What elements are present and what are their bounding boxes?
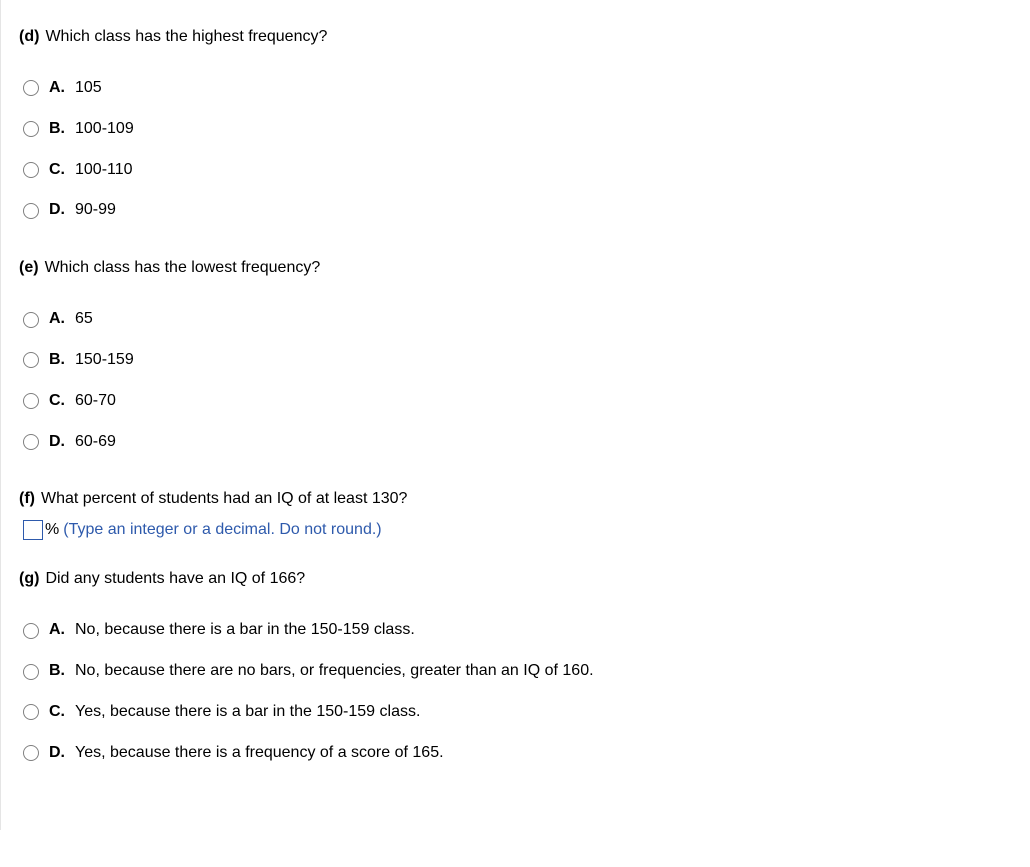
question-e-option-c[interactable]: C. 60-70 bbox=[19, 381, 1012, 422]
question-f-text: What percent of students had an IQ of at… bbox=[41, 490, 1012, 508]
option-text: 100-110 bbox=[75, 156, 1012, 185]
question-e-option-b[interactable]: B. 150-159 bbox=[19, 340, 1012, 381]
question-d-radio-d[interactable] bbox=[23, 203, 39, 219]
option-text: 60-70 bbox=[75, 387, 1012, 416]
option-letter: C. bbox=[49, 387, 67, 416]
question-d-text: Which class has the highest frequency? bbox=[45, 28, 1012, 46]
question-d-option-c[interactable]: C. 100-110 bbox=[19, 150, 1012, 191]
question-f-fillin: % (Type an integer or a decimal. Do not … bbox=[19, 518, 1012, 542]
question-f-instruction: (Type an integer or a decimal. Do not ro… bbox=[63, 521, 381, 539]
option-text: 65 bbox=[75, 305, 1012, 334]
question-f: (f) What percent of students had an IQ o… bbox=[19, 490, 1012, 542]
question-e-radio-a[interactable] bbox=[23, 312, 39, 328]
question-g-radio-c[interactable] bbox=[23, 704, 39, 720]
question-g-option-d[interactable]: D. Yes, because there is a frequency of … bbox=[19, 733, 1012, 774]
question-g-radio-a[interactable] bbox=[23, 623, 39, 639]
question-d-header: (d) Which class has the highest frequenc… bbox=[19, 28, 1012, 46]
option-text: Yes, because there is a frequency of a s… bbox=[75, 739, 1012, 768]
option-letter: B. bbox=[49, 657, 67, 686]
question-e-option-a[interactable]: A. 65 bbox=[19, 299, 1012, 340]
question-e-part: (e) bbox=[19, 259, 39, 277]
question-d-option-d[interactable]: D. 90-99 bbox=[19, 190, 1012, 231]
question-g-radio-d[interactable] bbox=[23, 745, 39, 761]
question-g-header: (g) Did any students have an IQ of 166? bbox=[19, 570, 1012, 588]
option-text: Yes, because there is a bar in the 150-1… bbox=[75, 698, 1012, 727]
question-f-suffix: % bbox=[45, 521, 59, 539]
question-d-option-a[interactable]: A. 105 bbox=[19, 68, 1012, 109]
option-text: 105 bbox=[75, 74, 1012, 103]
question-f-header: (f) What percent of students had an IQ o… bbox=[19, 490, 1012, 508]
question-d-radio-c[interactable] bbox=[23, 162, 39, 178]
option-letter: A. bbox=[49, 616, 67, 645]
option-letter: C. bbox=[49, 156, 67, 185]
question-g-part: (g) bbox=[19, 570, 39, 588]
question-e-radio-c[interactable] bbox=[23, 393, 39, 409]
option-letter: B. bbox=[49, 346, 67, 375]
option-letter: D. bbox=[49, 428, 67, 457]
option-text: 100-109 bbox=[75, 115, 1012, 144]
option-letter: D. bbox=[49, 196, 67, 225]
question-g: (g) Did any students have an IQ of 166? … bbox=[19, 570, 1012, 773]
option-letter: B. bbox=[49, 115, 67, 144]
option-letter: A. bbox=[49, 305, 67, 334]
option-text: No, because there are no bars, or freque… bbox=[75, 657, 1012, 686]
question-e-option-d[interactable]: D. 60-69 bbox=[19, 422, 1012, 463]
question-e-radio-d[interactable] bbox=[23, 434, 39, 450]
option-text: 150-159 bbox=[75, 346, 1012, 375]
option-text: 90-99 bbox=[75, 196, 1012, 225]
question-e: (e) Which class has the lowest frequency… bbox=[19, 259, 1012, 462]
question-d-option-b[interactable]: B. 100-109 bbox=[19, 109, 1012, 150]
question-g-radio-b[interactable] bbox=[23, 664, 39, 680]
question-e-text: Which class has the lowest frequency? bbox=[45, 259, 1012, 277]
question-d-radio-a[interactable] bbox=[23, 80, 39, 96]
question-e-header: (e) Which class has the lowest frequency… bbox=[19, 259, 1012, 277]
question-d-radio-b[interactable] bbox=[23, 121, 39, 137]
option-letter: A. bbox=[49, 74, 67, 103]
option-letter: D. bbox=[49, 739, 67, 768]
question-g-text: Did any students have an IQ of 166? bbox=[45, 570, 1012, 588]
question-f-part: (f) bbox=[19, 490, 35, 508]
option-text: No, because there is a bar in the 150-15… bbox=[75, 616, 1012, 645]
option-text: 60-69 bbox=[75, 428, 1012, 457]
question-d-part: (d) bbox=[19, 28, 39, 46]
question-e-radio-b[interactable] bbox=[23, 352, 39, 368]
option-letter: C. bbox=[49, 698, 67, 727]
question-d: (d) Which class has the highest frequenc… bbox=[19, 28, 1012, 231]
question-g-option-a[interactable]: A. No, because there is a bar in the 150… bbox=[19, 610, 1012, 651]
question-f-answer-input[interactable] bbox=[23, 520, 43, 540]
question-g-option-b[interactable]: B. No, because there are no bars, or fre… bbox=[19, 651, 1012, 692]
question-g-option-c[interactable]: C. Yes, because there is a bar in the 15… bbox=[19, 692, 1012, 733]
